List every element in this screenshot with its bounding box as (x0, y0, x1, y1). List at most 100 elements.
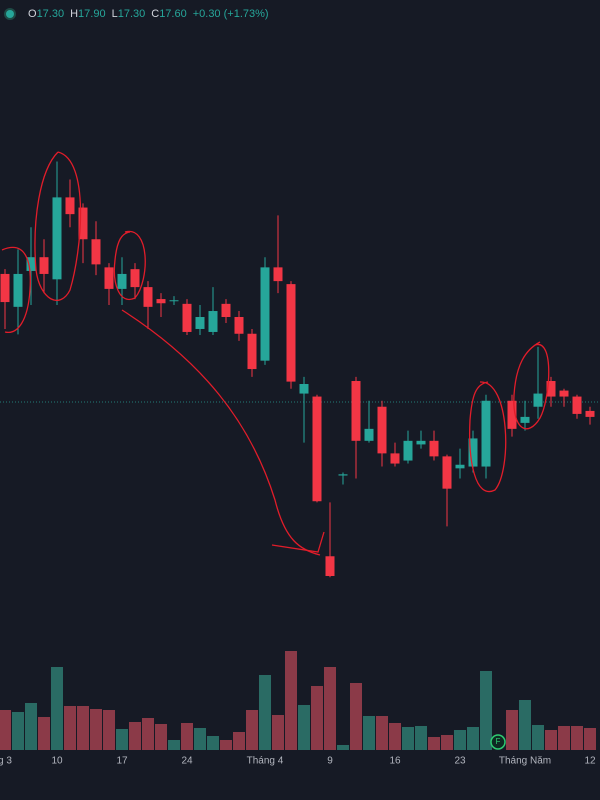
volume-bar (129, 722, 141, 750)
candle-body (0, 273, 10, 303)
x-tick-label: 9 (327, 756, 333, 767)
candle-body (52, 197, 62, 280)
volume-bar (77, 706, 89, 750)
status-dot (6, 10, 14, 18)
candle-body (325, 556, 335, 576)
volume-bar (246, 710, 258, 750)
volume-bar (142, 718, 154, 750)
annotation-circle (34, 151, 82, 302)
volume-bar (272, 715, 284, 750)
volume-bar (441, 735, 453, 750)
candle-body (247, 333, 257, 370)
volume-bar (103, 710, 115, 750)
candle-body (377, 406, 387, 454)
candle-body (559, 390, 569, 397)
candle-body (312, 396, 322, 502)
candle-body (520, 416, 530, 423)
volume-bar (545, 730, 557, 750)
candle-body (13, 273, 23, 307)
marks: g 3 10 17 24 Tháng 4 9 16 23 Tháng Năm 12 (0, 161, 596, 767)
candle-body (572, 396, 582, 414)
volume-bar (0, 710, 11, 750)
ohlc-item: H17.90 (70, 8, 105, 20)
x-tick-label: Tháng Năm (499, 756, 551, 767)
candle-body (195, 317, 205, 329)
candle-body (416, 440, 426, 445)
candle-body (429, 440, 439, 457)
candle-body (338, 474, 348, 476)
candle-body (364, 428, 374, 441)
candle-body (286, 284, 296, 382)
candle-body (585, 410, 595, 417)
candle-body (403, 440, 413, 461)
candle-body (182, 303, 192, 332)
candle-body (65, 197, 75, 215)
annotation-circle (513, 341, 550, 430)
ohlc-label: H (70, 8, 79, 20)
candle-body (442, 456, 452, 489)
volume-bar (337, 745, 349, 750)
ohlc-item: O17.30 (28, 8, 64, 20)
candle-body (468, 438, 478, 467)
ohlc-label: O (28, 8, 37, 20)
volume-bar (428, 737, 440, 750)
candle-body (91, 239, 101, 265)
candle-body (39, 257, 49, 274)
candle-body (78, 207, 88, 240)
volume-bar (519, 700, 531, 750)
ohlc-value: 17.60 (159, 8, 187, 20)
x-tick-label: 12 (584, 756, 596, 767)
candle-body (546, 381, 556, 397)
candle-body (234, 317, 244, 334)
volume-bar (311, 686, 323, 750)
volume-bar (155, 724, 167, 750)
volume-bar (480, 671, 492, 750)
volume-bar (233, 732, 245, 750)
volume-bar (363, 716, 375, 750)
candle-body (169, 300, 179, 302)
event-icon-letter: F (496, 737, 501, 746)
volume-bar (220, 740, 232, 750)
volume-bar (506, 710, 518, 750)
candle-body (455, 464, 465, 469)
volume-bar (415, 726, 427, 750)
volume-bar (207, 736, 219, 750)
candle-body (117, 273, 127, 289)
volume-bar (532, 725, 544, 750)
candle-body (260, 267, 270, 361)
annotation-circle (1, 246, 31, 333)
volume-bar (285, 651, 297, 750)
annotation-circle (469, 381, 507, 493)
volume-bar (38, 717, 50, 750)
candle-body (143, 287, 153, 307)
x-tick-label: 24 (181, 756, 193, 767)
candle-body (299, 384, 309, 394)
event-icon (490, 734, 506, 750)
candle-body (533, 393, 543, 407)
candle-body (104, 267, 114, 289)
ohlc-item: C17.60 (151, 8, 186, 20)
volume-bar (194, 728, 206, 750)
candle-body (390, 453, 400, 464)
volume-bar (116, 729, 128, 750)
x-tick-label: g 3 (0, 756, 12, 767)
volume-bar (402, 727, 414, 750)
annotations (1, 151, 550, 556)
volume-bar (12, 712, 24, 750)
volume-bar (51, 667, 63, 750)
x-tick-label: 17 (116, 756, 128, 767)
change: +0.30 (+1.73%) (192, 8, 269, 20)
candle-body (156, 299, 166, 304)
volume-bar (324, 667, 336, 750)
x-tick-label: 23 (454, 756, 466, 767)
volume-bar (181, 723, 193, 750)
candle-body (481, 400, 491, 467)
annotation-circle (113, 230, 146, 301)
candle-body (221, 303, 231, 318)
volume-bar (350, 683, 362, 750)
ohlc-value: 17.30 (36, 8, 65, 20)
ohlc-header: O17.30 H17.90 L17.30 C17.60 +0.30 (+1.73… (0, 6, 269, 22)
volume-bar (389, 723, 401, 750)
volume-bar (454, 730, 466, 750)
